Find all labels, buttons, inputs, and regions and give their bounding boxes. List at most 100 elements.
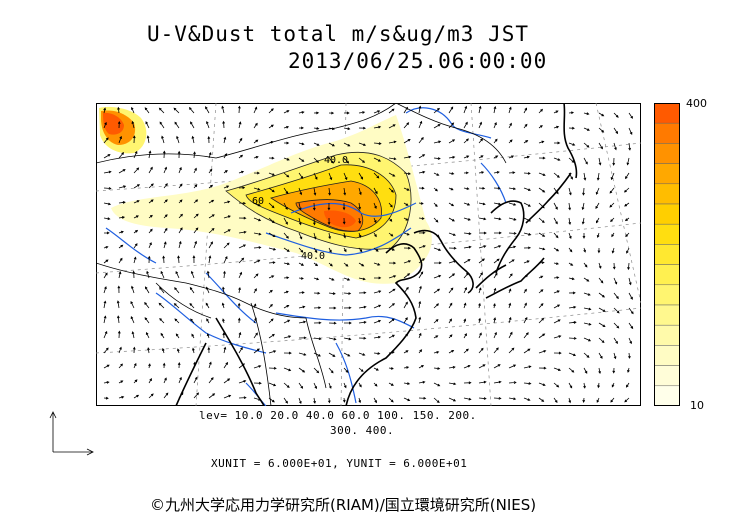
- wind-arrow: [538, 275, 544, 279]
- wind-arrow: [103, 246, 109, 249]
- wind-arrow: [523, 348, 531, 354]
- wind-arrow: [463, 187, 470, 190]
- wind-arrow: [223, 185, 230, 189]
- wind-arrow: [493, 217, 502, 221]
- wind-arrow: [328, 262, 333, 267]
- wind-arrow: [612, 262, 616, 270]
- wind-arrow: [327, 202, 331, 211]
- wind-arrow: [238, 121, 242, 129]
- wind-arrow: [328, 157, 334, 164]
- wind-arrow: [612, 157, 616, 166]
- wind-arrow: [133, 229, 139, 234]
- wind-arrow: [553, 262, 560, 265]
- wind-arrow: [103, 272, 108, 279]
- wind-arrow: [268, 333, 275, 339]
- wind-arrow: [568, 202, 572, 211]
- wind-arrow: [358, 397, 362, 404]
- wind-arrow: [131, 331, 135, 339]
- wind-arrow: [611, 382, 615, 388]
- wind-arrow: [283, 367, 292, 372]
- wind-arrow: [178, 392, 184, 399]
- wind-arrow: [478, 171, 485, 174]
- wind-arrow: [298, 352, 307, 356]
- wind-arrow: [403, 232, 410, 236]
- wind-arrow: [343, 127, 351, 131]
- wind-arrow: [583, 382, 586, 389]
- wind-arrow: [553, 304, 561, 309]
- wind-arrow: [205, 286, 210, 294]
- wind-arrow: [343, 187, 347, 196]
- wind-arrow: [373, 304, 382, 309]
- colorbar-swatch: [654, 324, 680, 346]
- wind-arrow: [508, 217, 517, 221]
- wind-arrow: [178, 199, 183, 204]
- wind-arrow: [343, 382, 347, 389]
- wind-arrow: [523, 288, 527, 294]
- wind-arrow: [268, 247, 277, 251]
- wind-arrow: [598, 292, 605, 298]
- wind-arrow: [433, 157, 441, 160]
- map-title-line2: 2013/06/25.06:00:00: [288, 49, 548, 73]
- wind-arrow: [253, 139, 259, 144]
- wind-arrow: [358, 262, 365, 267]
- wind-arrow: [598, 142, 603, 150]
- wind-arrow: [192, 255, 196, 264]
- wind-arrow: [373, 262, 381, 266]
- wind-arrow: [538, 140, 545, 144]
- wind-arrow: [553, 382, 560, 388]
- wind-arrow: [144, 317, 150, 324]
- wind-arrow: [159, 286, 165, 294]
- wind-arrow: [568, 277, 575, 281]
- wind-arrow: [163, 166, 167, 174]
- wind-arrow: [463, 287, 467, 294]
- wind-arrow: [178, 166, 182, 174]
- wind-arrow: [160, 270, 165, 279]
- wind-arrow: [583, 262, 588, 268]
- wind-arrow: [433, 288, 441, 294]
- wind-arrow: [178, 183, 183, 189]
- wind-arrow: [463, 232, 472, 236]
- contour-label: 40.0: [301, 251, 325, 262]
- colorbar-swatch: [654, 223, 680, 245]
- wind-arrow: [582, 233, 586, 239]
- wind-arrow: [508, 139, 513, 144]
- wind-arrow: [148, 363, 151, 369]
- contour-label: 60: [252, 196, 264, 207]
- wind-arrow: [433, 303, 440, 309]
- wind-arrow: [222, 120, 226, 129]
- wind-arrow: [313, 187, 317, 196]
- wind-arrow: [463, 348, 469, 354]
- wind-arrow: [478, 397, 487, 400]
- wind-arrow: [613, 127, 619, 135]
- wind-arrow: [148, 378, 152, 384]
- wind-arrow: [283, 305, 290, 309]
- wind-arrow: [538, 125, 543, 129]
- wind-arrow: [628, 307, 634, 315]
- dust-map: 40.0 60 40.0: [96, 103, 641, 406]
- wind-arrow: [598, 307, 606, 312]
- wind-arrow: [463, 171, 469, 175]
- wind-arrow: [523, 140, 529, 144]
- wind-arrow: [144, 107, 150, 114]
- wind-arrow: [205, 302, 210, 309]
- wind-arrow: [373, 232, 377, 238]
- wind-arrow: [598, 112, 605, 117]
- wind-arrow: [403, 246, 411, 250]
- wind-arrow: [283, 247, 290, 252]
- wind-arrow: [343, 262, 349, 267]
- wind-arrow: [493, 202, 502, 206]
- wind-arrow: [523, 365, 532, 369]
- wind-arrow: [206, 333, 210, 339]
- wind-arrow: [328, 232, 332, 240]
- vector-unit-text: XUNIT = 6.000E+01, YUNIT = 6.000E+01: [211, 457, 468, 470]
- wind-arrow: [448, 246, 457, 250]
- wind-arrow: [313, 352, 321, 357]
- wind-arrow: [448, 334, 453, 339]
- wind-arrow: [148, 166, 153, 174]
- wind-arrow: [596, 397, 600, 403]
- wind-arrow: [463, 245, 472, 249]
- wind-arrow: [538, 247, 546, 251]
- wind-arrow: [313, 262, 319, 267]
- wind-arrow: [373, 110, 381, 114]
- wind-arrow: [237, 105, 241, 114]
